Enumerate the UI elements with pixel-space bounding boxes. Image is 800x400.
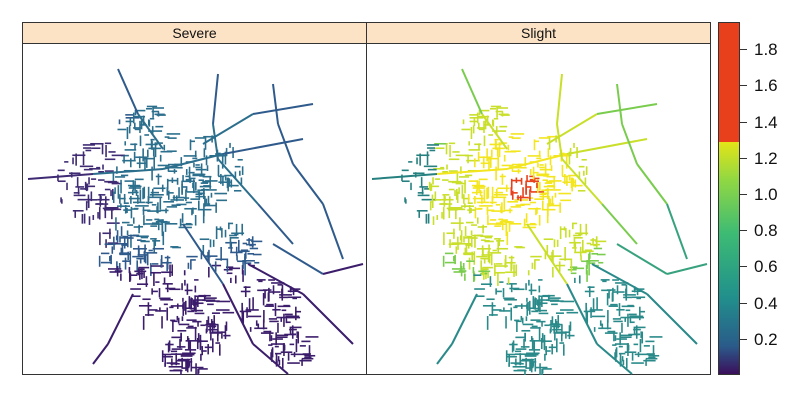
tick-label: 0.8	[754, 221, 778, 241]
tick-mark	[740, 85, 747, 87]
road-segment	[322, 263, 364, 275]
road-segment	[272, 243, 324, 275]
road-segment	[272, 83, 279, 125]
road-segment	[666, 263, 708, 275]
road-segment	[461, 68, 483, 115]
tick-mark	[740, 338, 747, 340]
tick-mark	[740, 266, 747, 268]
road-segment	[636, 163, 668, 205]
road-segment	[666, 203, 688, 260]
tick-label: 0.4	[754, 293, 778, 313]
road-segment	[596, 103, 658, 115]
road-segment	[436, 168, 508, 175]
road-segment	[302, 293, 354, 345]
road-segment	[556, 123, 563, 160]
road-segment	[566, 138, 648, 155]
road-segment	[436, 343, 453, 365]
road-segment	[222, 283, 254, 345]
road-segment	[182, 223, 224, 285]
tick-label: 1.6	[754, 76, 778, 96]
road-segment	[601, 203, 638, 245]
tick-label: 0.2	[754, 329, 778, 349]
road-segment	[162, 153, 224, 170]
tick-label: 1.0	[754, 184, 778, 204]
road-segment	[92, 168, 164, 175]
road-segment	[561, 158, 603, 205]
panel-slight: Slight	[366, 22, 711, 375]
tick-mark	[740, 302, 747, 304]
panel-severe: Severe	[22, 22, 367, 375]
road-segment	[212, 73, 219, 125]
road-network-map-slight	[371, 68, 708, 375]
road-segment	[481, 113, 508, 150]
road-segment	[117, 68, 139, 115]
road-segment	[526, 223, 568, 285]
tick-mark	[740, 193, 747, 195]
road-segment	[202, 113, 254, 145]
road-segment	[506, 153, 568, 170]
road-segment	[107, 293, 134, 345]
panel-title-slight: Slight	[367, 23, 710, 44]
tick-mark	[740, 121, 747, 123]
tick-mark	[740, 49, 747, 51]
road-segment	[566, 283, 598, 345]
tick-label: 1.8	[754, 40, 778, 60]
road-segment	[277, 123, 294, 165]
road-segment	[546, 113, 598, 145]
road-segment	[212, 123, 219, 160]
road-segment	[137, 113, 164, 150]
road-segment	[257, 203, 294, 245]
road-segment	[646, 293, 698, 345]
road-segment	[247, 263, 304, 295]
road-segment	[322, 203, 344, 260]
road-segment	[92, 343, 109, 365]
road-segment	[371, 173, 438, 180]
road-segment	[616, 83, 623, 125]
tick-label: 1.2	[754, 148, 778, 168]
tick-label: 0.6	[754, 257, 778, 277]
road-segment	[27, 173, 94, 180]
road-segment	[451, 293, 478, 345]
tick-label: 1.4	[754, 112, 778, 132]
road-segment	[591, 263, 648, 295]
road-segment	[217, 158, 259, 205]
color-scale-bar	[718, 22, 740, 375]
road-network-map-severe	[27, 68, 364, 375]
road-segment	[616, 243, 668, 275]
road-segment	[621, 123, 638, 165]
road-segment	[252, 343, 289, 375]
road-segment	[252, 103, 314, 115]
road-segment	[556, 73, 563, 125]
road-segment	[292, 163, 324, 205]
tick-mark	[740, 230, 747, 232]
road-segment	[222, 138, 304, 155]
panel-title-severe: Severe	[23, 23, 366, 44]
road-segment	[596, 343, 633, 375]
tick-mark	[740, 157, 747, 159]
